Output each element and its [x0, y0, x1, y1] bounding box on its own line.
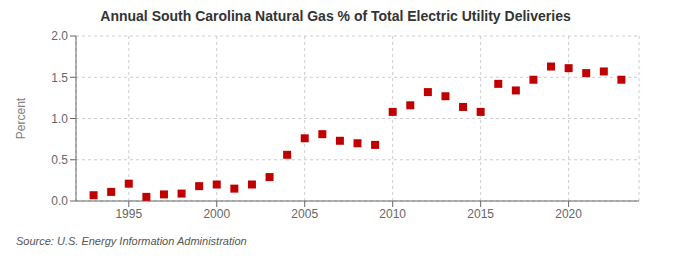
svg-text:1995: 1995 — [115, 207, 142, 221]
html-text:Source: U.S. Energy Informatio: Source: U.S. Energy Information Administ… — [16, 235, 247, 247]
svg-text:2.0: 2.0 — [51, 29, 68, 43]
html-text:Annual South Carolina Natural: Annual South Carolina Natural Gas % of T… — [100, 8, 571, 24]
svg-text:1.0: 1.0 — [51, 112, 68, 126]
svg-text:2000: 2000 — [203, 207, 230, 221]
svg-text:0.0: 0.0 — [51, 194, 68, 208]
svg-text:0.5: 0.5 — [51, 153, 68, 167]
svg-text:1.5: 1.5 — [51, 71, 68, 85]
svg-text:Percent: Percent — [14, 97, 28, 139]
svg-text:2005: 2005 — [291, 207, 318, 221]
svg-text:2010: 2010 — [379, 207, 406, 221]
svg-text:2020: 2020 — [555, 207, 582, 221]
svg-text:2015: 2015 — [467, 207, 494, 221]
